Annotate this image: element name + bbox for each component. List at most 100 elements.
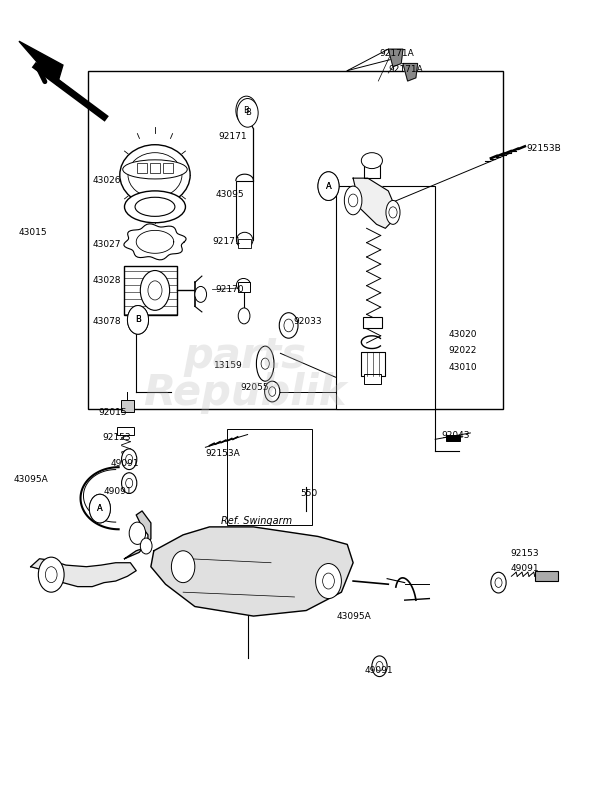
Circle shape: [127, 305, 148, 334]
Circle shape: [171, 551, 195, 582]
Circle shape: [125, 479, 133, 488]
Text: B: B: [243, 106, 249, 115]
Bar: [88, 70, 502, 409]
Bar: [150, 163, 160, 173]
Bar: [238, 283, 250, 292]
Polygon shape: [124, 511, 151, 559]
Circle shape: [389, 207, 397, 218]
Text: B: B: [135, 316, 141, 324]
Ellipse shape: [345, 186, 362, 215]
Text: 43027: 43027: [92, 240, 121, 248]
Text: 92055: 92055: [240, 383, 269, 392]
Bar: [137, 163, 147, 173]
Text: 43028: 43028: [92, 276, 121, 284]
Text: 92171: 92171: [219, 133, 247, 141]
Bar: [236, 181, 253, 240]
Text: B: B: [135, 316, 141, 324]
Circle shape: [90, 495, 110, 523]
Text: 92153: 92153: [102, 433, 131, 442]
Circle shape: [376, 662, 383, 671]
Bar: [336, 186, 435, 409]
Circle shape: [38, 557, 64, 592]
Text: Ref. Swingarm: Ref. Swingarm: [221, 515, 292, 526]
Text: 92153B: 92153B: [526, 144, 561, 153]
Circle shape: [236, 96, 257, 125]
Bar: [362, 316, 382, 328]
Circle shape: [264, 381, 280, 402]
Text: 43095A: 43095A: [13, 475, 48, 483]
Circle shape: [269, 387, 276, 396]
Text: 43010: 43010: [448, 364, 477, 372]
Text: 550: 550: [300, 489, 317, 498]
Bar: [227, 429, 312, 524]
Circle shape: [129, 522, 145, 544]
Polygon shape: [353, 178, 393, 229]
Circle shape: [148, 281, 162, 300]
Circle shape: [140, 271, 170, 310]
Text: 92171A: 92171A: [379, 49, 414, 58]
Text: parts: parts: [183, 335, 306, 376]
Bar: [238, 239, 251, 248]
Circle shape: [238, 308, 250, 324]
Circle shape: [125, 455, 133, 464]
Text: 92171: 92171: [213, 237, 241, 246]
Text: A: A: [326, 181, 332, 191]
Bar: [124, 266, 177, 315]
Bar: [363, 374, 381, 384]
Circle shape: [284, 319, 293, 332]
Text: 92153A: 92153A: [206, 449, 240, 458]
Text: 43078: 43078: [92, 317, 121, 326]
Text: 43095: 43095: [216, 189, 244, 199]
Ellipse shape: [236, 233, 253, 248]
Circle shape: [349, 194, 358, 207]
Circle shape: [279, 312, 298, 338]
Text: 49091: 49091: [365, 666, 393, 674]
Circle shape: [316, 563, 342, 598]
Ellipse shape: [256, 346, 274, 381]
Text: 92015: 92015: [98, 407, 127, 417]
Text: A: A: [97, 504, 102, 513]
Circle shape: [323, 573, 335, 589]
Bar: [535, 570, 558, 581]
Circle shape: [491, 572, 506, 593]
Text: 49091: 49091: [104, 487, 132, 495]
Polygon shape: [403, 63, 418, 81]
Text: 92153: 92153: [510, 549, 539, 558]
Circle shape: [261, 358, 269, 369]
Ellipse shape: [236, 279, 250, 291]
Text: A: A: [97, 504, 102, 513]
Polygon shape: [31, 559, 136, 586]
Bar: [117, 427, 134, 435]
Circle shape: [127, 305, 148, 334]
Text: 43020: 43020: [448, 330, 477, 339]
Bar: [163, 163, 173, 173]
Ellipse shape: [120, 145, 190, 205]
Polygon shape: [19, 42, 63, 85]
Ellipse shape: [123, 160, 187, 179]
Text: 49091: 49091: [510, 564, 539, 573]
Text: 43095A: 43095A: [337, 611, 372, 621]
Text: A: A: [326, 181, 332, 191]
Bar: [363, 161, 380, 178]
Bar: [121, 400, 134, 412]
Circle shape: [318, 172, 339, 201]
Circle shape: [195, 286, 207, 302]
Ellipse shape: [128, 153, 182, 197]
Circle shape: [140, 538, 152, 554]
Circle shape: [318, 172, 339, 201]
Circle shape: [121, 473, 137, 494]
Text: 13159: 13159: [214, 361, 242, 370]
Bar: [361, 352, 385, 376]
Text: 92033: 92033: [293, 317, 322, 326]
Circle shape: [495, 578, 502, 587]
Circle shape: [237, 98, 258, 127]
Circle shape: [90, 495, 110, 523]
Ellipse shape: [361, 153, 382, 169]
Text: 43015: 43015: [19, 228, 48, 237]
Ellipse shape: [124, 191, 186, 223]
Text: 92171A: 92171A: [388, 65, 423, 74]
Bar: [446, 435, 461, 441]
Text: 92043: 92043: [441, 431, 469, 439]
Circle shape: [372, 656, 387, 677]
Ellipse shape: [386, 201, 400, 225]
